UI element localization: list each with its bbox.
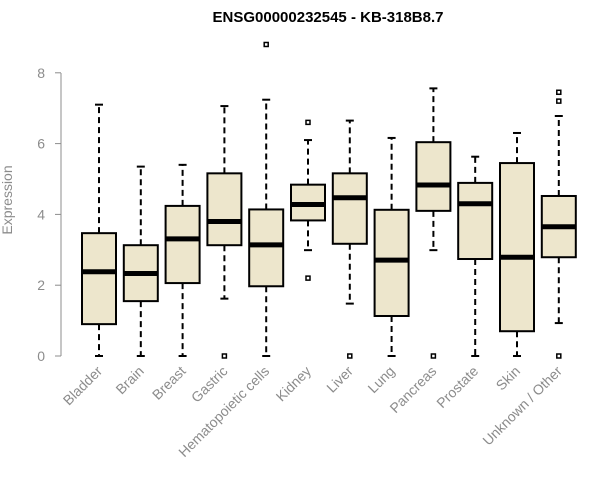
box-iqr — [457, 181, 494, 261]
box-iqr — [248, 208, 285, 288]
box-hematopoietic-cells — [248, 41, 285, 357]
x-tick-label: Bladder — [60, 363, 106, 409]
box-iqr — [415, 141, 452, 212]
box-prostate — [457, 155, 494, 357]
y-axis-ticks: 0 2 4 6 8 — [37, 65, 61, 364]
box-iqr — [331, 172, 368, 245]
outlier-point — [556, 98, 562, 104]
box-unknown-other — [540, 89, 577, 359]
x-tick-label: Breast — [149, 363, 189, 403]
x-tick-label: Unknown / Other — [479, 363, 565, 449]
outlier-point — [263, 41, 269, 48]
x-tick-label: Lung — [364, 363, 397, 396]
box-breast — [164, 163, 201, 357]
outlier-point — [305, 275, 311, 281]
box-iqr — [164, 204, 201, 285]
box-iqr — [499, 162, 535, 333]
box-iqr — [206, 172, 243, 247]
y-tick-label: 8 — [37, 65, 45, 81]
outlier-point — [430, 353, 437, 359]
box-skin — [499, 131, 535, 357]
x-tick-label: Skin — [493, 363, 524, 394]
x-tick-label: Brain — [112, 363, 146, 397]
box-lung — [373, 136, 410, 357]
outlier-point — [221, 353, 228, 359]
outlier-point — [347, 353, 353, 359]
box-bladder — [81, 103, 117, 357]
outlier-point — [556, 353, 562, 359]
y-tick-label: 0 — [37, 348, 45, 364]
outlier-point — [305, 119, 311, 126]
y-tick-label: 4 — [37, 206, 45, 222]
outlier-point — [556, 89, 562, 96]
chart-title: ENSG00000232545 - KB-318B8.7 — [213, 9, 444, 26]
box-brain — [122, 165, 159, 357]
x-tick-label: Liver — [323, 363, 356, 396]
box-pancreas — [415, 87, 452, 359]
box-iqr — [373, 208, 410, 317]
box-kidney — [290, 119, 326, 281]
box-iqr — [81, 232, 117, 326]
x-tick-label: Prostate — [433, 363, 481, 411]
y-tick-label: 6 — [37, 136, 45, 152]
y-tick-label: 2 — [37, 277, 45, 293]
box-gastric — [206, 105, 243, 359]
boxes-group — [81, 41, 577, 359]
box-liver — [331, 119, 368, 359]
y-axis-label: Expression — [0, 165, 15, 234]
x-tick-label: Kidney — [273, 363, 315, 405]
